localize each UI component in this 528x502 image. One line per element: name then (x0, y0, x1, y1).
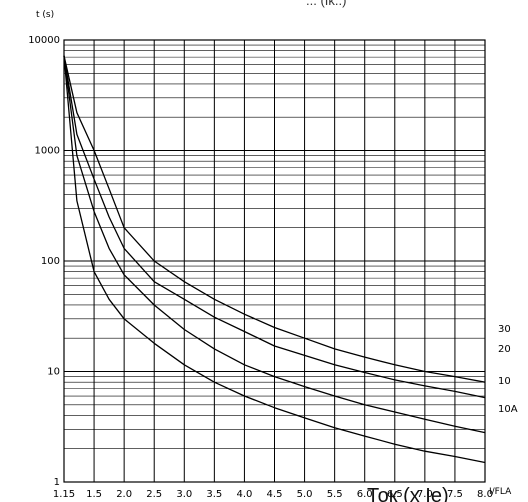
x-tick-label: 1.5 (86, 489, 102, 500)
curve-10 (63, 55, 486, 434)
curve-label: 30 (498, 324, 511, 335)
x-tick-labels: 1.15 1.5 2.0 2.5 3.0 3.5 4.0 4.5 5.0 5.5 6.0 6.5 7.0… (53, 489, 493, 500)
y-tick-label: 1000 (35, 146, 60, 157)
curve-20 (63, 55, 486, 399)
y-axis-label: t (s) (36, 10, 54, 20)
x-tick-label: 5.0 (297, 489, 313, 500)
x-tick-label: 3.0 (176, 489, 192, 500)
y-tick-label: 1 (54, 477, 60, 488)
top-text-fragment: ... (Ik..) (306, 0, 346, 8)
x-tick-label: 7.0 (417, 489, 433, 500)
x-tick-label: 8.0 (477, 489, 493, 500)
x-tick-label: 1.15 (53, 489, 75, 500)
x-tick-label: 6.0 (357, 489, 373, 500)
curve-label: 20 (498, 344, 511, 355)
x-tick-label: 6.5 (387, 489, 403, 500)
curve-10A (63, 55, 486, 464)
y-tick-labels: 10000 1000 100 10 1 (28, 35, 60, 488)
x-tick-label: 4.0 (236, 489, 252, 500)
x-tick-label: 5.5 (327, 489, 343, 500)
y-tick-label: 10 (47, 367, 60, 378)
x-axis-unit-label: I/FLA (489, 487, 512, 497)
x-tick-label: 4.5 (267, 489, 283, 500)
y-tick-label: 100 (41, 256, 60, 267)
curve-label: 10 (498, 376, 511, 387)
curve-30 (63, 55, 486, 383)
curve-labels: 30 20 10 10A (498, 324, 518, 415)
x-tick-label: 7.5 (447, 489, 463, 500)
y-tick-label: 10000 (28, 35, 60, 46)
x-tick-label: 2.0 (116, 489, 132, 500)
x-tick-label: 3.5 (206, 489, 222, 500)
x-tick-label: 2.5 (146, 489, 162, 500)
curve-label: 10A (498, 404, 518, 415)
trip-curves (63, 55, 486, 464)
plot-frame (63, 39, 486, 483)
x-axis-title: Ток (x Ie) (367, 485, 449, 502)
